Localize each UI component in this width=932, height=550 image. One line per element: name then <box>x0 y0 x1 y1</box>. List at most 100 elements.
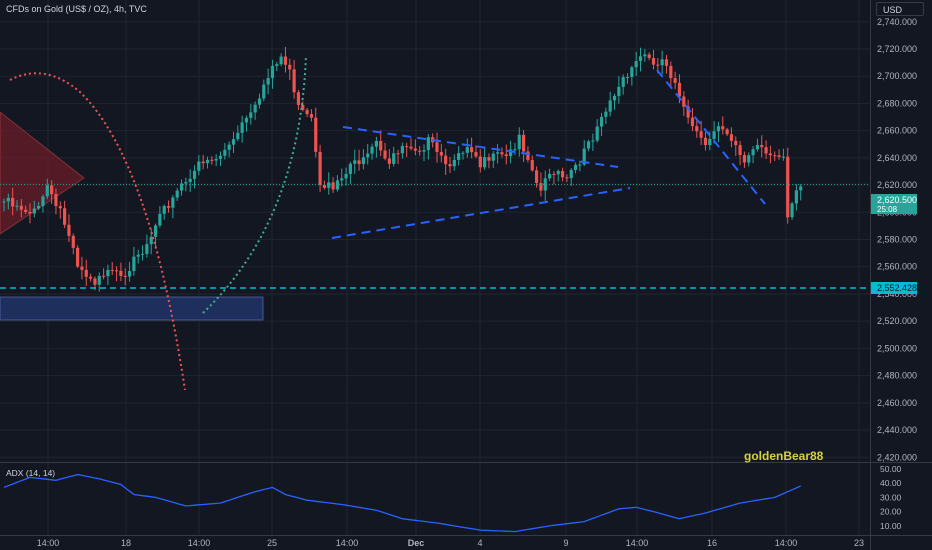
candle-body <box>699 131 703 138</box>
candle-body <box>127 271 132 277</box>
candle-body <box>305 109 309 115</box>
candle-body <box>119 270 123 276</box>
candle-body <box>513 149 517 151</box>
candle-body <box>223 149 227 156</box>
candle-body <box>288 64 292 70</box>
candle-body <box>686 106 690 118</box>
y-tick-label: 2,640.000 <box>877 153 917 163</box>
candle-body <box>279 56 283 65</box>
candle-body <box>379 140 383 151</box>
candle-body <box>539 183 543 191</box>
grid <box>0 0 870 535</box>
candle-body <box>509 149 513 157</box>
candle-body <box>781 156 785 158</box>
y-tick-label: 2,580.000 <box>877 235 917 245</box>
candle-body <box>478 156 482 168</box>
candle-body <box>24 209 28 212</box>
y-tick-label: 2,620.000 <box>877 180 917 190</box>
candle-body <box>58 206 62 209</box>
candle-body <box>63 208 67 225</box>
candle-body <box>314 117 318 152</box>
candle-body <box>444 155 448 165</box>
candle-body <box>526 151 530 160</box>
candle-body <box>275 64 279 66</box>
candle-body <box>799 186 803 191</box>
candle-body <box>734 140 738 146</box>
candle-body <box>517 134 521 150</box>
countdown-label: 25:08 <box>877 205 898 214</box>
candle-body <box>435 142 439 152</box>
candle-body <box>465 147 469 153</box>
candle-body <box>677 82 682 97</box>
candle-body <box>457 153 461 160</box>
candle-body <box>244 117 249 123</box>
indicator-label: ADX (14, 14) <box>6 468 56 478</box>
candle-body <box>214 158 218 161</box>
candle-body <box>721 126 725 130</box>
candle-body <box>37 205 41 209</box>
downtrend-line <box>656 69 766 205</box>
candle-body <box>158 213 162 226</box>
candle-body <box>80 266 84 270</box>
candle-body <box>2 201 6 203</box>
candle-body <box>621 77 625 87</box>
candle-body <box>192 170 197 179</box>
y-tick-label: 2,680.000 <box>877 98 917 108</box>
candle-body <box>361 157 365 165</box>
x-tick-label: 14:00 <box>37 538 60 548</box>
candle-body <box>612 95 617 101</box>
candle-body <box>565 177 569 179</box>
candle-body <box>257 98 262 105</box>
candle-body <box>340 178 344 181</box>
candle-body <box>6 197 10 202</box>
candle-body <box>114 270 119 272</box>
author-watermark: goldenBear88 <box>744 449 824 463</box>
candle-body <box>32 208 36 214</box>
candle-body <box>197 161 201 171</box>
candle-body <box>751 149 755 156</box>
adx-tick-label: 40.00 <box>880 478 902 488</box>
candle-body <box>28 211 32 214</box>
candle-body <box>162 206 166 214</box>
y-tick-label: 2,560.000 <box>877 262 917 272</box>
candle-body <box>205 159 210 164</box>
candle-body <box>123 275 127 277</box>
candle-body <box>97 275 101 285</box>
currency-button[interactable]: USD <box>876 2 924 16</box>
candle-body <box>236 132 240 140</box>
candle-body <box>301 104 305 110</box>
candle-body <box>422 150 426 152</box>
candle-body <box>266 78 270 85</box>
candle-body <box>634 61 638 68</box>
adx-line <box>3 473 801 533</box>
candle-body <box>647 54 651 58</box>
candle-body <box>327 182 331 188</box>
candle-body <box>569 170 573 179</box>
candle-body <box>366 153 370 158</box>
x-tick-label: 14:00 <box>775 538 798 548</box>
candle-body <box>586 141 591 149</box>
candle-body <box>405 146 409 148</box>
candle-body <box>599 116 604 127</box>
candle-body <box>690 117 695 127</box>
candle-body <box>71 235 75 248</box>
y-tick-label: 2,500.000 <box>877 343 917 353</box>
channel-upper-line <box>342 126 619 168</box>
candle-body <box>643 54 647 57</box>
candle-body <box>578 164 582 166</box>
candle-body <box>638 56 643 62</box>
candle-body <box>201 161 205 164</box>
candle-body <box>374 140 378 147</box>
candle-body <box>595 126 599 141</box>
candle-body <box>461 152 465 154</box>
candle-body <box>708 138 712 146</box>
candle-body <box>210 159 214 161</box>
candle-body <box>400 146 404 154</box>
candle-body <box>149 236 153 245</box>
candles <box>2 46 803 292</box>
candle-body <box>764 147 768 154</box>
candle-body <box>179 183 184 191</box>
level-price-label: 2,552.428 <box>877 283 917 293</box>
